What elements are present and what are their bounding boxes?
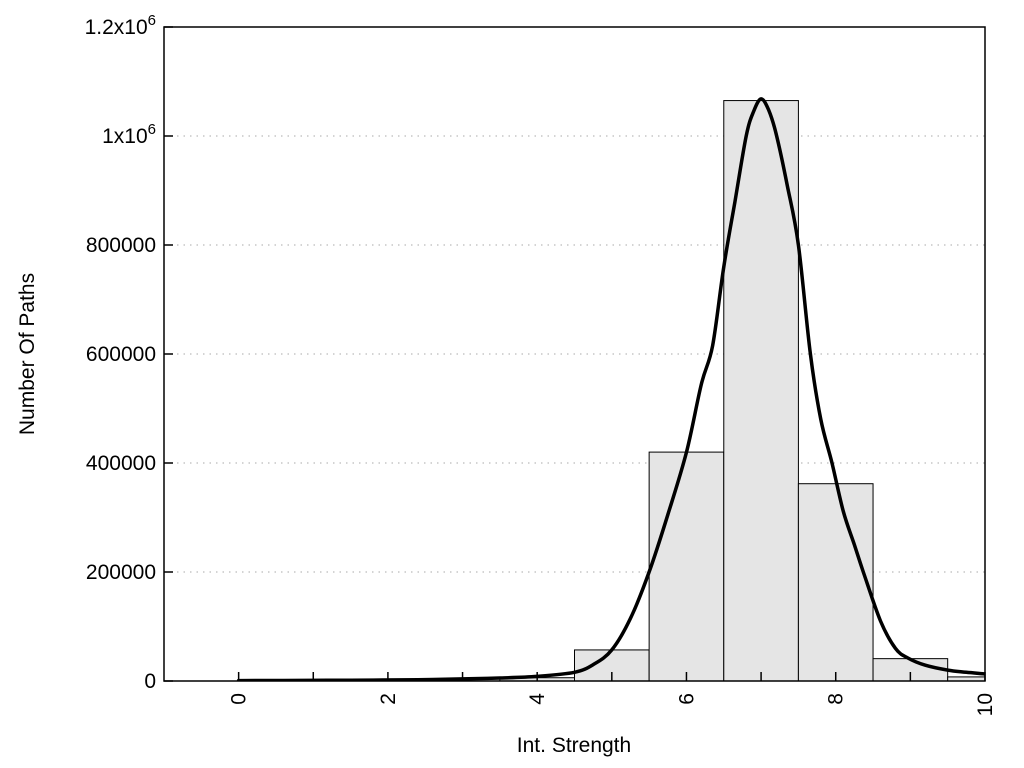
fit-curve (236, 97, 985, 681)
x-tick-label: 0 (228, 693, 251, 705)
y-tick-label: 200000 (86, 561, 156, 584)
histogram-bar (947, 676, 985, 681)
histogram-bar (797, 483, 874, 681)
y-tick-label: 1.2x106 (85, 12, 156, 39)
x-tick-label: 6 (675, 693, 698, 705)
y-tick-label: 1x106 (102, 121, 156, 148)
x-tick-label: 10 (974, 693, 997, 716)
x-tick-label: 2 (377, 693, 400, 705)
x-tick-label: 4 (526, 693, 549, 705)
histogram-bar (648, 451, 725, 681)
x-tick-label: 8 (825, 693, 848, 705)
y-tick-label: 800000 (86, 234, 156, 257)
y-tick-label: 600000 (86, 343, 156, 366)
y-tick-label: 400000 (86, 452, 156, 475)
plot-area (236, 97, 985, 681)
x-axis-title-text: Int. Strength (516, 734, 632, 757)
y-axis-title-text: Number Of Paths (16, 272, 39, 436)
y-tick-label: 0 (144, 670, 156, 693)
